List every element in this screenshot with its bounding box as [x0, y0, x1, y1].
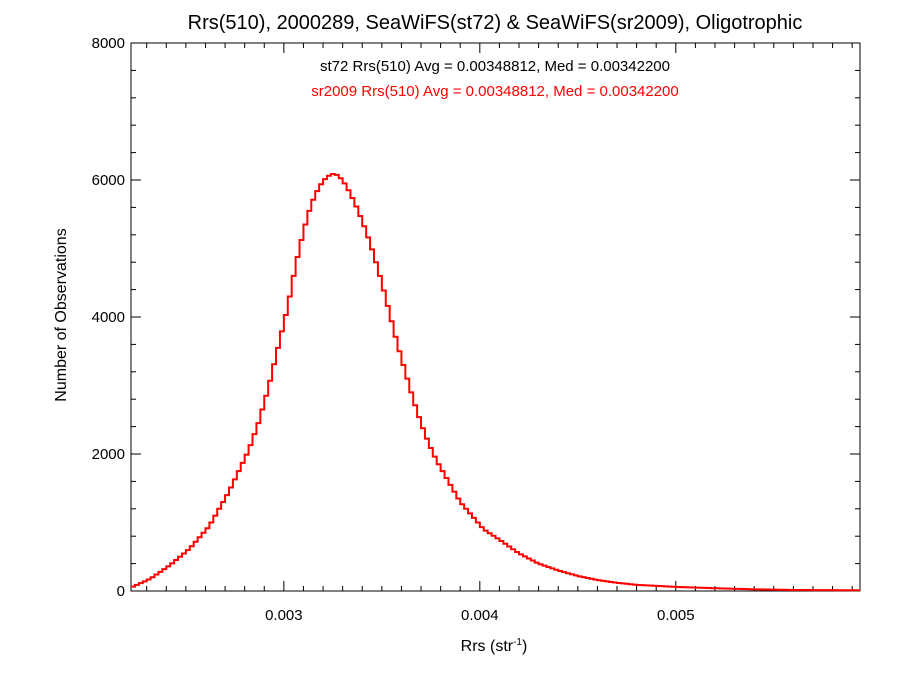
y-tick-label: 2000 [92, 446, 125, 463]
y-tick-label: 4000 [92, 309, 125, 326]
y-tick-label: 0 [117, 583, 125, 600]
x-axis-label: Rrs (str-1) [461, 637, 528, 655]
x-axis-label-base: Rrs (str [461, 638, 514, 655]
x-axis-label-close: ) [522, 638, 527, 655]
x-axis-ticks: 0.003 0.004 0.005 [146, 43, 853, 624]
plot-frame [130, 42, 861, 592]
x-tick-label: 0.003 [265, 607, 303, 624]
histogram-series-line [131, 173, 860, 592]
chart-title: Rrs(510), 2000289, SeaWiFS(st72) & SeaWi… [188, 12, 803, 34]
y-tick-label: 6000 [92, 172, 125, 189]
x-tick-label: 0.004 [461, 607, 499, 624]
x-axis-label-sup: -1 [513, 637, 522, 648]
y-tick-label: 8000 [92, 35, 125, 52]
annotation-sr2009-stats: sr2009 Rrs(510) Avg = 0.00348812, Med = … [311, 83, 679, 100]
annotation-st72-stats: st72 Rrs(510) Avg = 0.00348812, Med = 0.… [320, 58, 670, 75]
x-tick-label: 0.005 [657, 607, 695, 624]
y-axis-ticks: 0 2000 4000 6000 8000 [92, 35, 860, 600]
y-axis-label: Number of Observations [53, 228, 70, 401]
